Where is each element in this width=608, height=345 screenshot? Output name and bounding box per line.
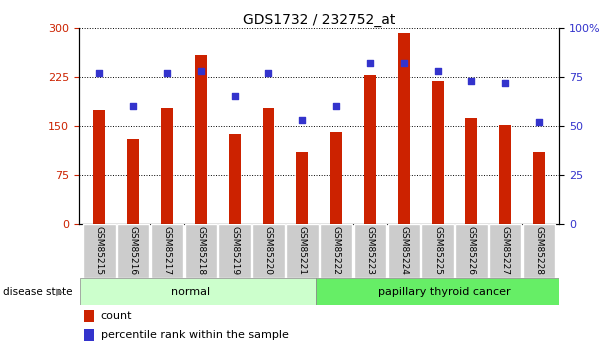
Bar [466, 118, 477, 224]
Point [365, 60, 375, 66]
Text: GSM85225: GSM85225 [433, 226, 442, 275]
Bar [354, 224, 386, 278]
Bar [151, 224, 183, 278]
Point [399, 60, 409, 66]
Bar [455, 224, 488, 278]
Bar [229, 134, 241, 224]
Bar [84, 310, 94, 322]
Bar [286, 224, 319, 278]
Bar [252, 224, 285, 278]
Bar [80, 278, 316, 305]
Bar [330, 132, 342, 224]
Bar [117, 224, 150, 278]
Point [196, 68, 206, 73]
Bar [432, 81, 443, 224]
Point [128, 104, 138, 109]
Text: GSM85227: GSM85227 [501, 226, 510, 275]
Title: GDS1732 / 232752_at: GDS1732 / 232752_at [243, 12, 395, 27]
Bar [84, 329, 94, 341]
Bar [195, 55, 207, 224]
Point [331, 104, 341, 109]
Text: normal: normal [171, 287, 210, 296]
Point [500, 80, 510, 86]
Point [534, 119, 544, 125]
Bar [320, 224, 353, 278]
Text: GSM85215: GSM85215 [95, 226, 104, 276]
Text: ▶: ▶ [56, 287, 63, 296]
Text: count: count [101, 311, 132, 321]
Bar [421, 224, 454, 278]
Point [264, 70, 274, 76]
Bar [398, 33, 410, 224]
Bar [83, 224, 116, 278]
Text: GSM85228: GSM85228 [534, 226, 544, 275]
Bar [533, 152, 545, 224]
Text: GSM85220: GSM85220 [264, 226, 273, 275]
Text: GSM85222: GSM85222 [331, 226, 340, 275]
Bar [94, 110, 105, 224]
Text: GSM85219: GSM85219 [230, 226, 239, 276]
Bar [127, 139, 139, 224]
Point [433, 68, 443, 73]
Point [297, 117, 307, 123]
Bar [317, 278, 559, 305]
Bar [489, 224, 522, 278]
Text: GSM85223: GSM85223 [365, 226, 375, 275]
Bar [185, 224, 217, 278]
Text: GSM85216: GSM85216 [129, 226, 137, 276]
Text: disease state: disease state [3, 287, 72, 296]
Bar [161, 108, 173, 224]
Bar [523, 224, 555, 278]
Bar [499, 125, 511, 224]
Text: GSM85218: GSM85218 [196, 226, 206, 276]
Text: GSM85221: GSM85221 [298, 226, 307, 275]
Point [94, 70, 104, 76]
Text: percentile rank within the sample: percentile rank within the sample [101, 330, 289, 340]
Bar [387, 224, 420, 278]
Point [230, 93, 240, 99]
Point [162, 70, 172, 76]
Bar [296, 152, 308, 224]
Text: GSM85224: GSM85224 [399, 226, 408, 275]
Text: GSM85226: GSM85226 [467, 226, 476, 275]
Text: GSM85217: GSM85217 [162, 226, 171, 276]
Bar [364, 75, 376, 224]
Text: papillary thyroid cancer: papillary thyroid cancer [378, 287, 511, 296]
Point [466, 78, 476, 83]
Bar [218, 224, 251, 278]
Bar [263, 108, 274, 224]
